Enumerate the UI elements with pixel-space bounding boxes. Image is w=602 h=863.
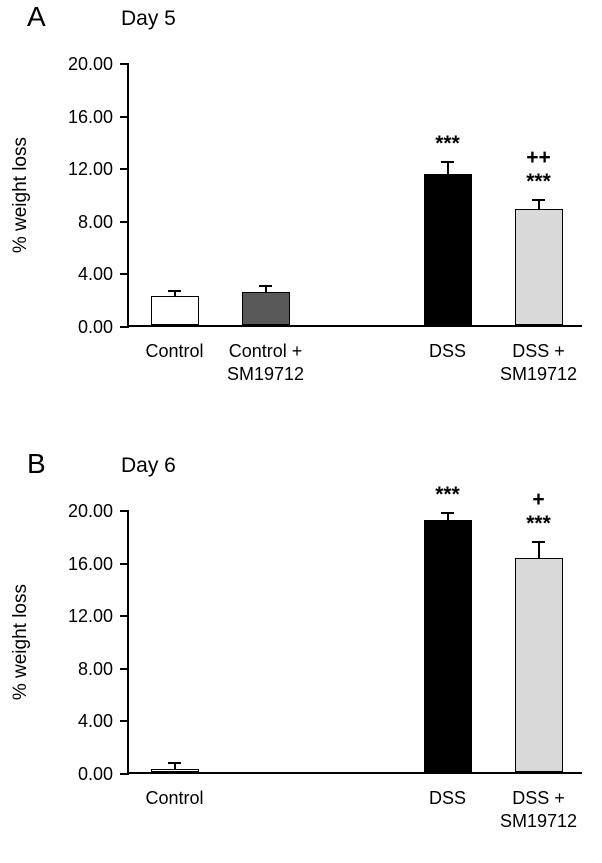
significance-markers: ***	[398, 483, 498, 507]
bar-dss	[423, 519, 472, 772]
y-axis-label-wrap: % weight loss	[6, 64, 36, 327]
y-tick-label: 0.00	[77, 317, 113, 337]
y-tick-label: 20.00	[67, 501, 113, 521]
error-bar-line	[173, 289, 176, 297]
x-category-label: DSS + SM19712	[485, 340, 592, 386]
panel-title: Day 6	[121, 454, 176, 477]
significance-marker: ***	[435, 482, 460, 506]
y-axis-tick	[120, 720, 129, 723]
x-category-label-line: Control	[145, 788, 204, 808]
y-tick-label: 0.00	[77, 764, 113, 784]
y-axis-tick	[120, 115, 129, 118]
y-tick-label: 12.00	[67, 159, 113, 180]
x-category-label: DSS	[394, 787, 501, 810]
significance-marker: ***	[526, 169, 551, 193]
error-bar-line	[446, 511, 449, 520]
panel-b: B Day 6 % weight loss 0.00 4.00 8.00 12.00 1…	[0, 447, 602, 863]
y-axis-tick	[120, 326, 129, 328]
y-axis-tick	[120, 273, 129, 276]
error-bar-line	[537, 198, 540, 210]
error-bar	[532, 198, 545, 210]
panel-label: B	[27, 448, 46, 479]
x-category-label-line: Control +	[228, 341, 303, 361]
x-category-label: Control + SM19712	[212, 340, 319, 386]
y-axis-tick	[120, 615, 129, 618]
x-category-label-line: DSS	[428, 788, 466, 808]
y-axis-label: % weight loss	[10, 584, 31, 701]
bar-control	[150, 296, 199, 325]
y-axis-tick	[120, 220, 129, 223]
plot-area: 0.00 4.00 8.00 12.00 16.00 20.00 Control *** DSS…	[68, 483, 582, 831]
significance-marker: ***	[435, 131, 460, 155]
x-category-label-line: SM19712	[499, 811, 578, 831]
y-axis-label-wrap: % weight loss	[6, 511, 36, 774]
bar-dss-sm19712	[514, 209, 563, 325]
error-bar-line	[446, 160, 449, 174]
y-tick-label: 12.00	[67, 606, 113, 627]
significance-marker: +	[532, 487, 545, 511]
x-category-label: DSS + SM19712	[485, 787, 592, 833]
bar-control-sm19712	[241, 292, 290, 325]
panel-a: A Day 5 % weight loss 0.00 4.00 8.00 12.00 1…	[6, 1, 582, 384]
significance-markers: ++ ***	[489, 146, 589, 194]
y-axis-tick	[120, 168, 129, 171]
bar-dss-sm19712	[514, 557, 563, 772]
panel-title: Day 5	[121, 7, 176, 30]
y-tick-label: 8.00	[77, 658, 113, 679]
significance-markers: + ***	[489, 488, 589, 536]
x-category-label: DSS	[394, 340, 501, 363]
significance-marker: ***	[526, 511, 551, 535]
y-axis-label: % weight loss	[10, 137, 31, 254]
panel-label: A	[27, 1, 46, 32]
error-bar-line	[264, 284, 267, 293]
error-bar	[441, 160, 454, 174]
x-category-label-line: SM19712	[499, 364, 578, 384]
x-category-label-line: DSS +	[512, 341, 565, 361]
x-category-label: Control	[121, 340, 228, 363]
error-bar	[168, 289, 181, 297]
y-tick-label: 16.00	[67, 553, 113, 574]
bar-control	[150, 768, 199, 772]
error-bar	[441, 511, 454, 520]
x-category-label-line: SM19712	[226, 364, 305, 384]
error-bar-line	[173, 761, 176, 769]
y-tick-label: 4.00	[77, 711, 113, 732]
y-axis-tick	[120, 63, 129, 65]
y-tick-label: 20.00	[67, 54, 113, 74]
y-tick-label: 8.00	[77, 211, 113, 232]
error-bar-line	[537, 540, 540, 558]
plot-area: 0.00 4.00 8.00 12.00 16.00 20.00 Control Contro…	[68, 54, 582, 384]
significance-markers: ***	[398, 132, 498, 156]
bar-dss	[423, 173, 472, 325]
y-axis-tick	[120, 510, 129, 512]
y-tick-label: 4.00	[77, 264, 113, 285]
x-category-label-line: Control	[145, 341, 204, 361]
x-category-label-line: DSS +	[512, 788, 565, 808]
error-bar	[532, 540, 545, 558]
y-axis-tick	[120, 773, 129, 775]
y-tick-label: 16.00	[67, 106, 113, 127]
x-category-label: Control	[121, 787, 228, 810]
y-axis-tick	[120, 562, 129, 565]
y-axis-tick	[120, 667, 129, 670]
error-bar	[168, 761, 181, 769]
error-bar	[259, 284, 272, 293]
significance-marker: ++	[526, 145, 551, 169]
x-category-label-line: DSS	[428, 341, 466, 361]
